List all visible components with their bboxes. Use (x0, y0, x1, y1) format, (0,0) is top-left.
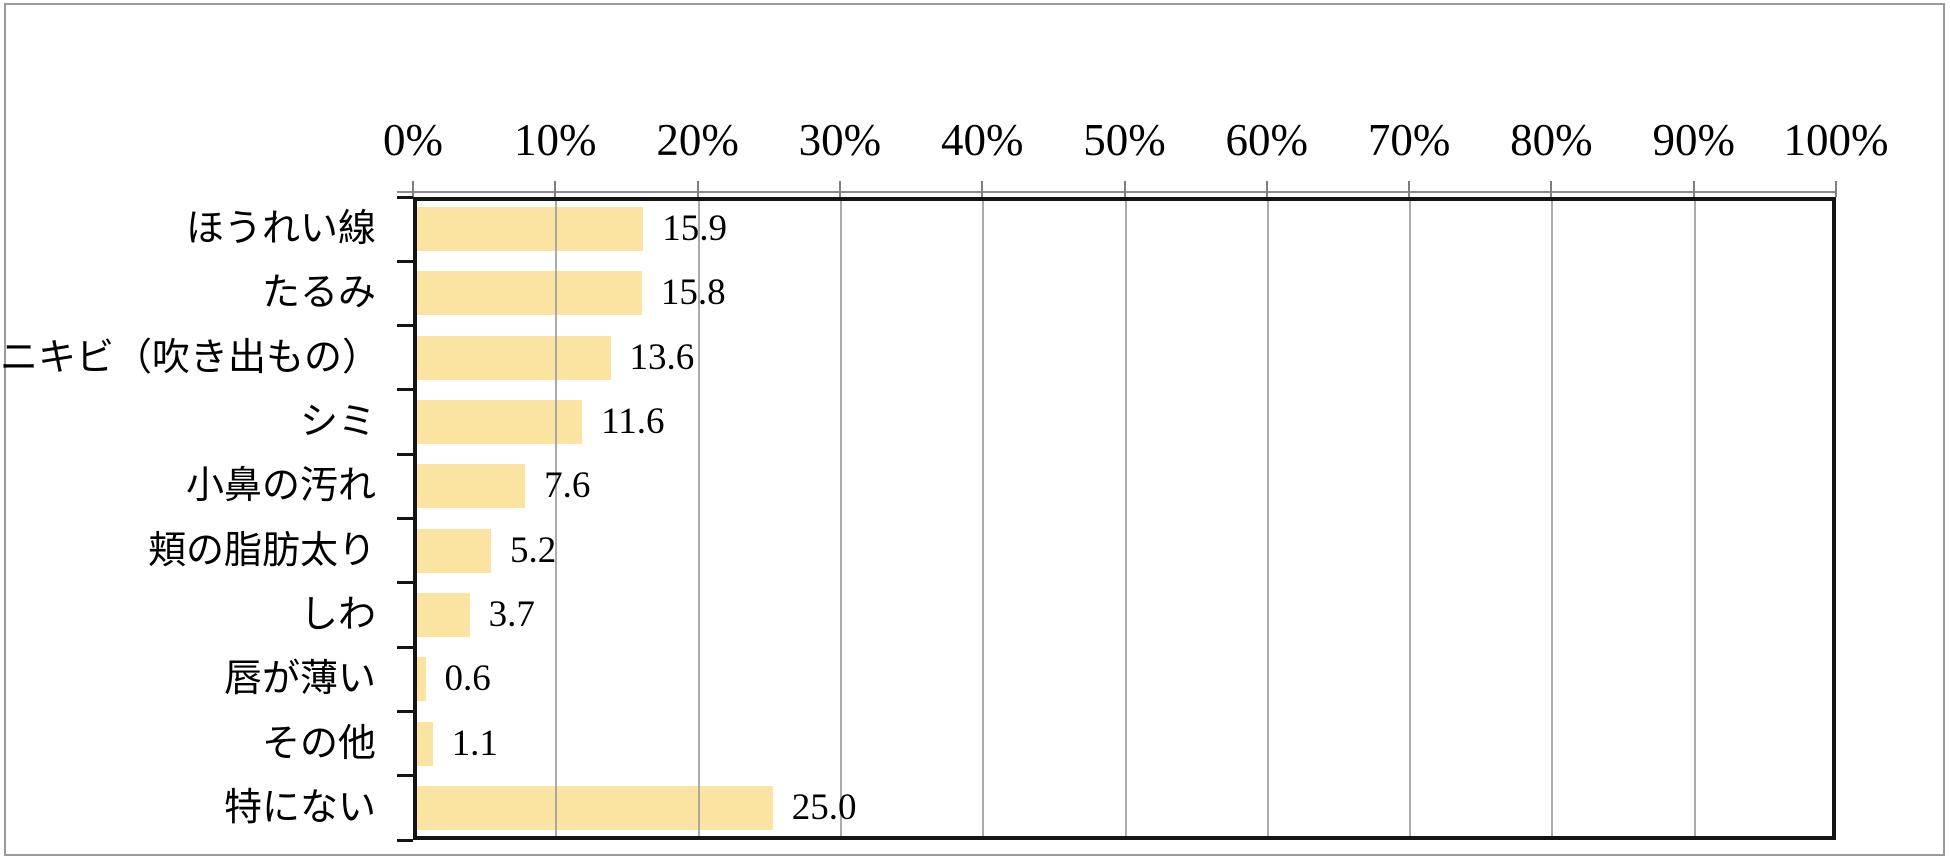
x-tick-mark (412, 181, 414, 197)
category-label: ほうれい線 (185, 208, 376, 251)
bar (417, 464, 526, 509)
y-tick-mark (397, 517, 413, 520)
gridline (982, 201, 985, 836)
x-tick-mark (1835, 181, 1837, 197)
category-label: シミ (299, 401, 376, 444)
value-label: 25.0 (791, 786, 857, 828)
bar (417, 207, 644, 252)
category-label: たるみ (261, 272, 376, 315)
y-tick-mark (397, 259, 413, 263)
category-label: 唇が薄い (223, 658, 376, 701)
bar (417, 528, 491, 573)
x-tick-label: 100% (1783, 115, 1889, 165)
x-tick-label: 90% (1652, 115, 1735, 165)
bar (417, 785, 773, 830)
y-tick-mark (397, 774, 413, 778)
bar (417, 592, 470, 637)
x-tick-mark (1265, 181, 1268, 197)
category-label: 特にない (223, 786, 376, 829)
gridline (1693, 201, 1696, 836)
category-label: 小鼻の汚れ (185, 465, 376, 508)
x-tick-mark (1692, 181, 1695, 197)
bar (417, 400, 583, 445)
gridline (697, 201, 700, 836)
y-tick-mark (397, 581, 413, 585)
gridline (839, 201, 842, 836)
value-label: 15.9 (662, 208, 727, 250)
category-label: 頬の脂肪太り (147, 529, 376, 572)
x-tick-mark (981, 181, 984, 197)
x-tick-mark (696, 181, 699, 197)
x-tick-mark (838, 181, 841, 197)
y-tick-mark (397, 709, 413, 713)
x-tick-label: 0% (383, 115, 443, 165)
gridline (1266, 201, 1269, 836)
x-tick-label: 10% (514, 115, 597, 165)
gridline (1551, 201, 1554, 836)
gridline (1409, 201, 1412, 836)
value-label: 0.6 (444, 658, 491, 700)
y-tick-mark (397, 645, 413, 649)
x-tick-mark (554, 181, 557, 197)
value-label: 5.2 (509, 529, 557, 571)
y-tick-mark (397, 195, 413, 199)
value-label: 15.8 (660, 272, 726, 314)
x-tick-mark (1408, 181, 1411, 197)
top-axis-hairline (397, 191, 1837, 193)
value-label: 13.6 (629, 336, 695, 378)
x-tick-label: 40% (940, 115, 1024, 165)
category-label: その他 (261, 722, 376, 765)
x-tick-mark (1550, 181, 1553, 197)
y-tick-mark (397, 388, 413, 392)
gridline (555, 201, 558, 836)
category-label: ニキビ（吹き出もの） (0, 336, 381, 379)
x-tick-label: 20% (656, 115, 739, 165)
bar (417, 335, 611, 380)
x-tick-label: 70% (1367, 115, 1451, 165)
bar (417, 721, 433, 766)
x-tick-mark (1123, 181, 1126, 197)
plot-area (413, 197, 1836, 840)
bar (417, 271, 642, 316)
x-tick-label: 50% (1083, 115, 1166, 165)
gridline (1124, 201, 1127, 836)
y-tick-mark (397, 838, 413, 842)
category-label: しわ (299, 593, 376, 636)
x-tick-label: 80% (1510, 115, 1593, 165)
x-tick-label: 30% (798, 115, 882, 165)
x-tick-label: 60% (1225, 115, 1309, 165)
value-label: 1.1 (451, 722, 498, 764)
value-label: 11.6 (601, 401, 665, 443)
y-tick-mark (397, 324, 413, 328)
value-label: 3.7 (488, 593, 535, 635)
bar (417, 657, 426, 702)
y-tick-mark (397, 452, 413, 456)
value-label: 7.6 (544, 465, 591, 507)
